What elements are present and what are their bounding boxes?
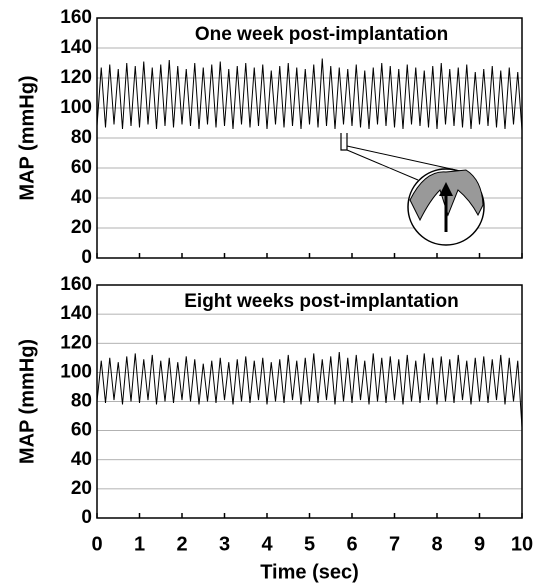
y-tick-label: 100 [60, 97, 92, 118]
y-tick-label: 140 [60, 303, 92, 324]
x-axis-label: Time (sec) [260, 561, 359, 583]
y-tick-label: 40 [71, 187, 92, 208]
x-tick-label: 2 [176, 533, 187, 555]
y-tick-label: 140 [60, 37, 92, 58]
x-tick-label: 5 [304, 533, 315, 555]
panel: 0 20 40 60 80 100 120 140 160 One week post-impla… [16, 7, 523, 268]
x-tick-label: 7 [389, 533, 400, 555]
y-axis-label: MAP (mmHg) [16, 339, 38, 464]
x-tick-label: 4 [261, 533, 273, 555]
title-bg [160, 289, 480, 313]
plot-frame [96, 284, 523, 519]
x-tick-label: 8 [431, 533, 442, 555]
plot-frame [96, 17, 523, 259]
y-tick-label: 20 [71, 478, 92, 499]
y-tick-label: 0 [81, 507, 92, 528]
y-tick-label: 40 [71, 449, 92, 470]
x-tick-label: 10 [511, 533, 533, 555]
x-tick-label: 3 [219, 533, 230, 555]
x-tick-label: 0 [91, 533, 102, 555]
y-tick-label: 100 [60, 361, 92, 382]
y-tick-label: 80 [71, 391, 92, 412]
y-tick-label: 160 [60, 274, 92, 295]
y-tick-label: 160 [60, 7, 92, 28]
pressure-line [96, 351, 523, 428]
panel-title: Eight weeks post-implantation [184, 291, 458, 312]
y-tick-label: 120 [60, 67, 92, 88]
panel-title: One week post-implantation [195, 24, 448, 45]
title-bg [160, 22, 480, 46]
panel: 0 20 40 60 80 100 120 140 160 0 1 2 3 4 5 6 7 8 9 10 Eight w… [16, 274, 533, 583]
pressure-line [96, 58, 523, 131]
x-tick-label: 9 [474, 533, 485, 555]
y-axis-label: MAP (mmHg) [16, 75, 38, 200]
zoom-inset [340, 133, 485, 246]
y-tick-label: 60 [71, 420, 92, 441]
y-tick-label: 60 [71, 157, 92, 178]
y-tick-label: 20 [71, 217, 92, 238]
x-tick-label: 1 [134, 533, 145, 555]
y-tick-label: 80 [71, 127, 92, 148]
y-tick-label: 0 [81, 247, 92, 268]
x-tick-label: 6 [346, 533, 357, 555]
y-tick-label: 120 [60, 332, 92, 353]
